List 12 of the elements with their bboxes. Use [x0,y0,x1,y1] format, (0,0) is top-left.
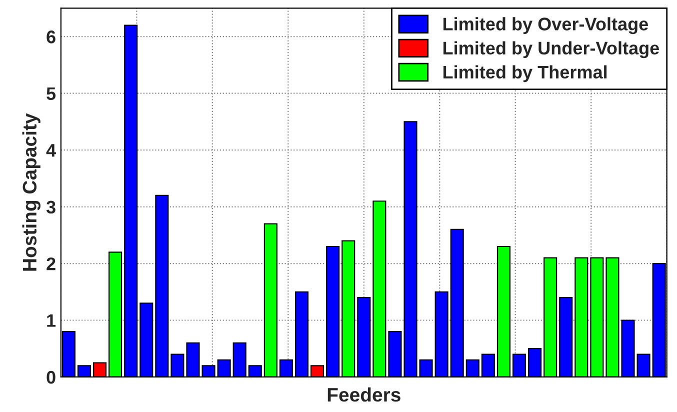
legend-label: Limited by Over-Voltage [443,17,648,34]
y-tick-label: 1 [47,314,56,327]
y-tick-label: 0 [46,370,56,384]
y-tick-label: 6 [46,30,56,44]
y-tick-label: 5 [46,87,56,100]
y-tick-label: 2 [46,257,56,270]
y-axis-title: Hosting Capacity [22,113,40,271]
legend-label: Limited by Thermal [443,65,607,82]
legend-label: Limited by Under-Voltage [443,41,660,58]
x-axis-title: Feeders [328,387,400,402]
y-tick-label: 3 [46,200,56,214]
y-tick-label: 4 [46,144,56,157]
